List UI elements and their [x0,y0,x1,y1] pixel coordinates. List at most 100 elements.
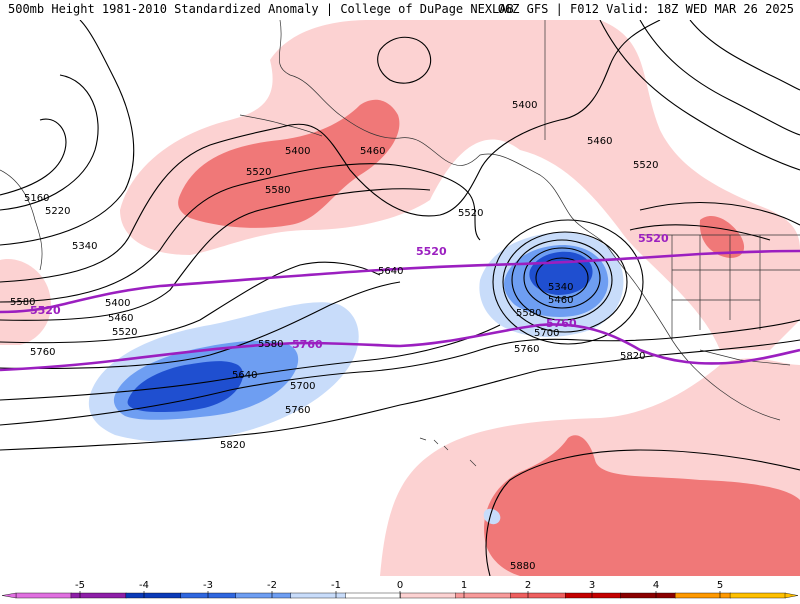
contour-5580 [0,261,381,344]
positive-anomaly-west-edge [0,259,51,345]
contour-label: 5820 [620,351,645,362]
colorbar-swatch [235,592,292,599]
colorbar-tick-label: -3 [203,580,213,591]
climo-label: 5520 [638,232,669,245]
colorbar-swatch [674,592,731,599]
colorbar-swatch [15,592,72,599]
contour-label: 5460 [548,295,573,306]
kamchatka-coast [0,169,43,271]
colorbar-tick-label: 0 [397,580,403,591]
low-contour-2 [523,247,601,309]
positive-anomaly-alaska [120,20,800,350]
contour-5700 [0,324,501,401]
us-state-lines-1 [671,235,800,340]
colorbar-arrow-left [1,592,17,599]
low-contour-4 [502,231,628,333]
contour-label: 5580 [258,339,283,350]
hawaii-islands [419,437,477,467]
climo-5520-line [0,249,800,314]
contour-label: 5340 [72,241,97,252]
colorbar-tick-label: -2 [267,580,277,591]
contour-5160 [0,118,67,196]
negative-anomaly-pacific-core [127,361,243,412]
us-mexico-border [699,349,791,366]
header: 500mb Height 1981-2010 Standardized Anom… [0,0,800,20]
contour-label: 5400 [285,146,310,157]
colorbar-tick-label: 5 [717,580,723,591]
coastlines [0,20,800,467]
colorbar-tick-label: 1 [461,580,467,591]
climo-label: 5760 [292,338,323,351]
contour-label: 5640 [232,370,257,381]
colorbar-tick-label: -1 [331,580,341,591]
model-valid-time: 06Z GFS | F012 Valid: 18Z WED MAR 26 202… [497,2,794,16]
contour-label: 5460 [360,146,385,157]
colorbar-swatch [290,592,347,599]
climo-5760-line [0,323,800,372]
anomaly-shading [0,20,800,576]
contour-label: 5760 [514,344,539,355]
contour-5820 [0,339,800,451]
colorbar-swatch [180,592,237,599]
aleutian-chain [239,114,323,137]
colorbar-ticks: -5 -4 -3 -2 -1 0 1 2 3 4 5 [75,580,723,598]
colorbar-swatch [565,592,621,599]
contour-5760 [0,319,800,426]
anomaly-colorbar: -5 -4 -3 -2 -1 0 1 2 3 4 5 [0,576,800,600]
contour-east-5 [629,224,771,241]
contour-5640 [0,281,401,369]
climatology-labels: 5520 5760 5520 5760 5520 [30,232,669,351]
climo-label: 5760 [546,317,577,330]
contour-label: 5760 [30,347,55,358]
contour-label: 5460 [108,313,133,324]
positive-anomaly-core-south [484,435,800,576]
alaska-coast [278,20,641,291]
contour-5400 [0,20,661,283]
positive-anomaly-north-center [375,20,568,91]
contour-east-3 [689,20,800,91]
north-america-west-coast [639,289,781,421]
contour-label: 5160 [24,193,49,204]
colorbar-arrow-right [784,592,799,599]
contour-label: 5820 [220,440,245,451]
map-title: 500mb Height 1981-2010 Standardized Anom… [8,2,514,16]
contour-label: 5700 [290,381,315,392]
contour-label: 5580 [516,308,541,319]
climo-label: 5520 [416,245,447,258]
contour-label: 5700 [534,328,559,339]
low-contour-5 [492,219,644,345]
colorbar-tick-label: -5 [75,580,85,591]
colorbar-swatch [70,592,127,599]
negative-anomaly-bits-south [483,508,501,525]
climatology-lines [0,249,800,372]
contour-east-1 [599,20,800,171]
contour-label: 5340 [548,282,573,293]
contour-label: 5400 [105,298,130,309]
colorbar-tick-label: 4 [653,580,659,591]
contour-label: 5520 [633,160,658,171]
contour-closed-north [377,36,432,84]
colorbar-swatch [729,592,786,599]
low-contour-3 [511,239,613,321]
contour-5880 [485,449,800,576]
contour-label: 5520 [246,167,271,178]
contour-label: 5520 [458,208,483,219]
contour-label: 5460 [587,136,612,147]
colorbar-swatch [125,592,182,599]
contour-5520 [0,188,431,321]
height-contours [0,20,800,576]
contour-label: 5400 [512,100,537,111]
contour-label: 5580 [265,185,290,196]
colorbar-swatches [1,592,799,599]
contour-label: 5520 [112,327,137,338]
climo-label: 5520 [30,304,61,317]
colorbar-tick-label: -4 [139,580,149,591]
colorbar-tick-label: 3 [589,580,595,591]
contour-5340 [0,20,135,246]
contour-label: 5220 [45,206,70,217]
colorbar-swatch [400,592,457,599]
contour-east-2 [639,20,800,136]
contour-east-4 [639,201,800,226]
positive-anomaly-core-pacific [178,99,400,228]
contour-5220 [0,74,99,211]
